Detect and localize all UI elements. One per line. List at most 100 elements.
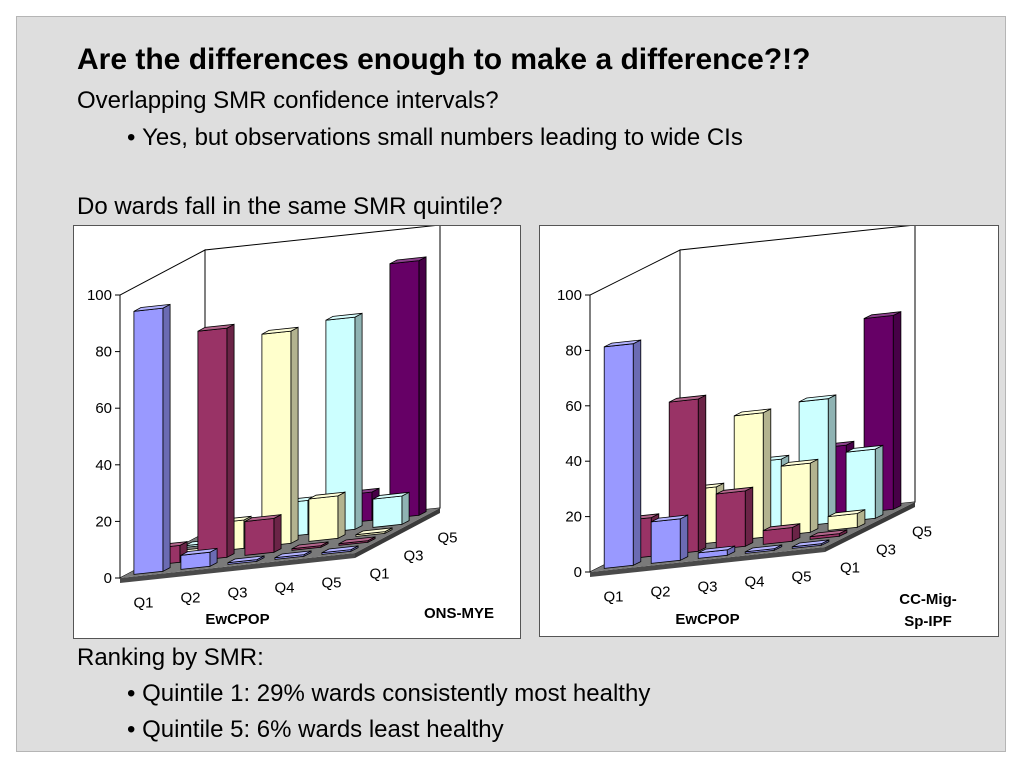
bar-top (244, 514, 282, 522)
bar-top (781, 458, 819, 467)
y-tick-label: 60 (565, 398, 582, 415)
y-tick-label: 0 (104, 570, 112, 587)
bar-Q1-Q5 (791, 539, 830, 549)
bar-side (337, 491, 346, 539)
bar-side (354, 312, 363, 530)
bar-Q1-Q4 (744, 544, 783, 554)
bar-Q4-Q5 (372, 491, 410, 528)
x-tick-label: Q2 (180, 590, 200, 607)
bar-top (291, 541, 329, 550)
bar-top (133, 304, 171, 312)
y-tick-label: 60 (95, 400, 112, 417)
x-axis-title: EwCPOP (675, 611, 739, 628)
bar-Q2-Q5 (809, 529, 848, 540)
bar-top (308, 491, 346, 500)
bar-Q1-Q2 (650, 514, 689, 564)
bar-Q3-Q4 (308, 491, 346, 542)
bar-Q3-Q5 (827, 509, 866, 531)
bar-top (604, 339, 641, 348)
bullet-quintile-5: Quintile 5: 6% wards least healthy (127, 716, 504, 744)
bar-Q5-Q5 (389, 256, 427, 519)
bar-side (290, 326, 299, 544)
bar-top (845, 444, 884, 453)
slide-title: Are the differences enough to make a dif… (77, 43, 811, 76)
bar-side (892, 311, 902, 510)
y-tick-label: 80 (95, 344, 112, 361)
bar-top (355, 527, 393, 536)
bar-top (798, 394, 837, 403)
depth-tick-label: Q5 (438, 530, 458, 547)
bar-top (698, 545, 735, 554)
bar-side (226, 323, 235, 558)
bullet-ci-answer: Yes, but observations small numbers lead… (127, 124, 743, 152)
bar-front (603, 343, 634, 569)
bar-top (763, 523, 801, 531)
x-tick-label: Q1 (603, 589, 623, 606)
bar-side (401, 491, 410, 525)
x-tick-label: Q5 (321, 575, 341, 592)
x-axis-title: EwCPOP (205, 611, 269, 628)
x-tick-label: Q2 (650, 584, 670, 601)
question-quintile: Do wards fall in the same SMR quintile? (77, 193, 503, 220)
bar-side (679, 514, 689, 561)
bar-side (827, 394, 837, 524)
bar-top (389, 256, 427, 265)
bar-side (874, 444, 884, 519)
y-tick-label: 40 (565, 453, 582, 470)
y-tick-label: 40 (95, 457, 112, 474)
chart-cc-mig: 0 20 40 60 80 100 Q1 Q2 Q3 Q4 Q5 Q1 Q3 Q5 EwCPOP CC-Mig… (539, 225, 999, 637)
bar-top (274, 550, 312, 559)
bar-front (133, 307, 164, 575)
bar-top (716, 486, 753, 495)
bar-top (863, 311, 902, 319)
bar-top (180, 548, 218, 556)
bar-Q1-Q3 (227, 555, 265, 565)
bar-Q3-Q3 (261, 326, 299, 547)
depth-tick-label: Q1 (840, 560, 860, 577)
x-tick-label: Q4 (744, 574, 764, 591)
bar-top (227, 555, 265, 564)
bar-Q2-Q2 (668, 394, 707, 555)
floor-edge-side (355, 508, 440, 558)
bar-top (734, 408, 771, 417)
x-tick-label: Q3 (697, 579, 717, 596)
bar-Q1-Q5 (321, 545, 359, 555)
bar-top (325, 312, 363, 321)
bar-top (197, 323, 235, 332)
bar-top (827, 509, 866, 517)
bar-Q1-Q1 (603, 339, 642, 569)
bar-side (809, 458, 819, 533)
bar-top (261, 326, 299, 335)
bar-front (650, 518, 681, 564)
bar-Q1-Q1 (133, 303, 171, 575)
y-tick-label: 20 (565, 509, 582, 526)
bar-top (669, 394, 706, 403)
bar-top (792, 539, 830, 548)
bar-front (372, 495, 403, 528)
depth-axis-title: ONS-MYE (424, 605, 494, 622)
bar-Q4-Q4 (325, 312, 363, 533)
question-ci: Overlapping SMR confidence intervals? (77, 87, 499, 114)
floor-edge-side (825, 502, 915, 552)
bar-front (244, 517, 275, 556)
depth-axis-title-part: Sp-IPF (904, 613, 952, 630)
bar-Q1-Q2 (180, 547, 218, 570)
bar-top (372, 491, 410, 500)
bar-top (321, 545, 359, 554)
bar-side (762, 408, 772, 538)
depth-tick-label: Q1 (370, 566, 390, 583)
bar-front (715, 490, 746, 550)
y-tick-label: 0 (574, 564, 582, 581)
bar-Q3-Q4 (780, 458, 819, 536)
bar-Q2-Q3 (244, 513, 282, 556)
bar-top (338, 536, 376, 545)
bar-Q2-Q2 (197, 323, 235, 561)
x-tick-label: Q1 (133, 595, 153, 612)
depth-axis-title-part: CC-Mig- (899, 591, 956, 608)
bar-Q3-Q5 (355, 527, 393, 537)
bar-top (745, 544, 782, 553)
y-tick-label: 100 (557, 287, 582, 304)
bar-Q2-Q4 (291, 541, 329, 551)
bar-Q2-Q5 (338, 536, 376, 546)
bar-side (632, 339, 642, 566)
